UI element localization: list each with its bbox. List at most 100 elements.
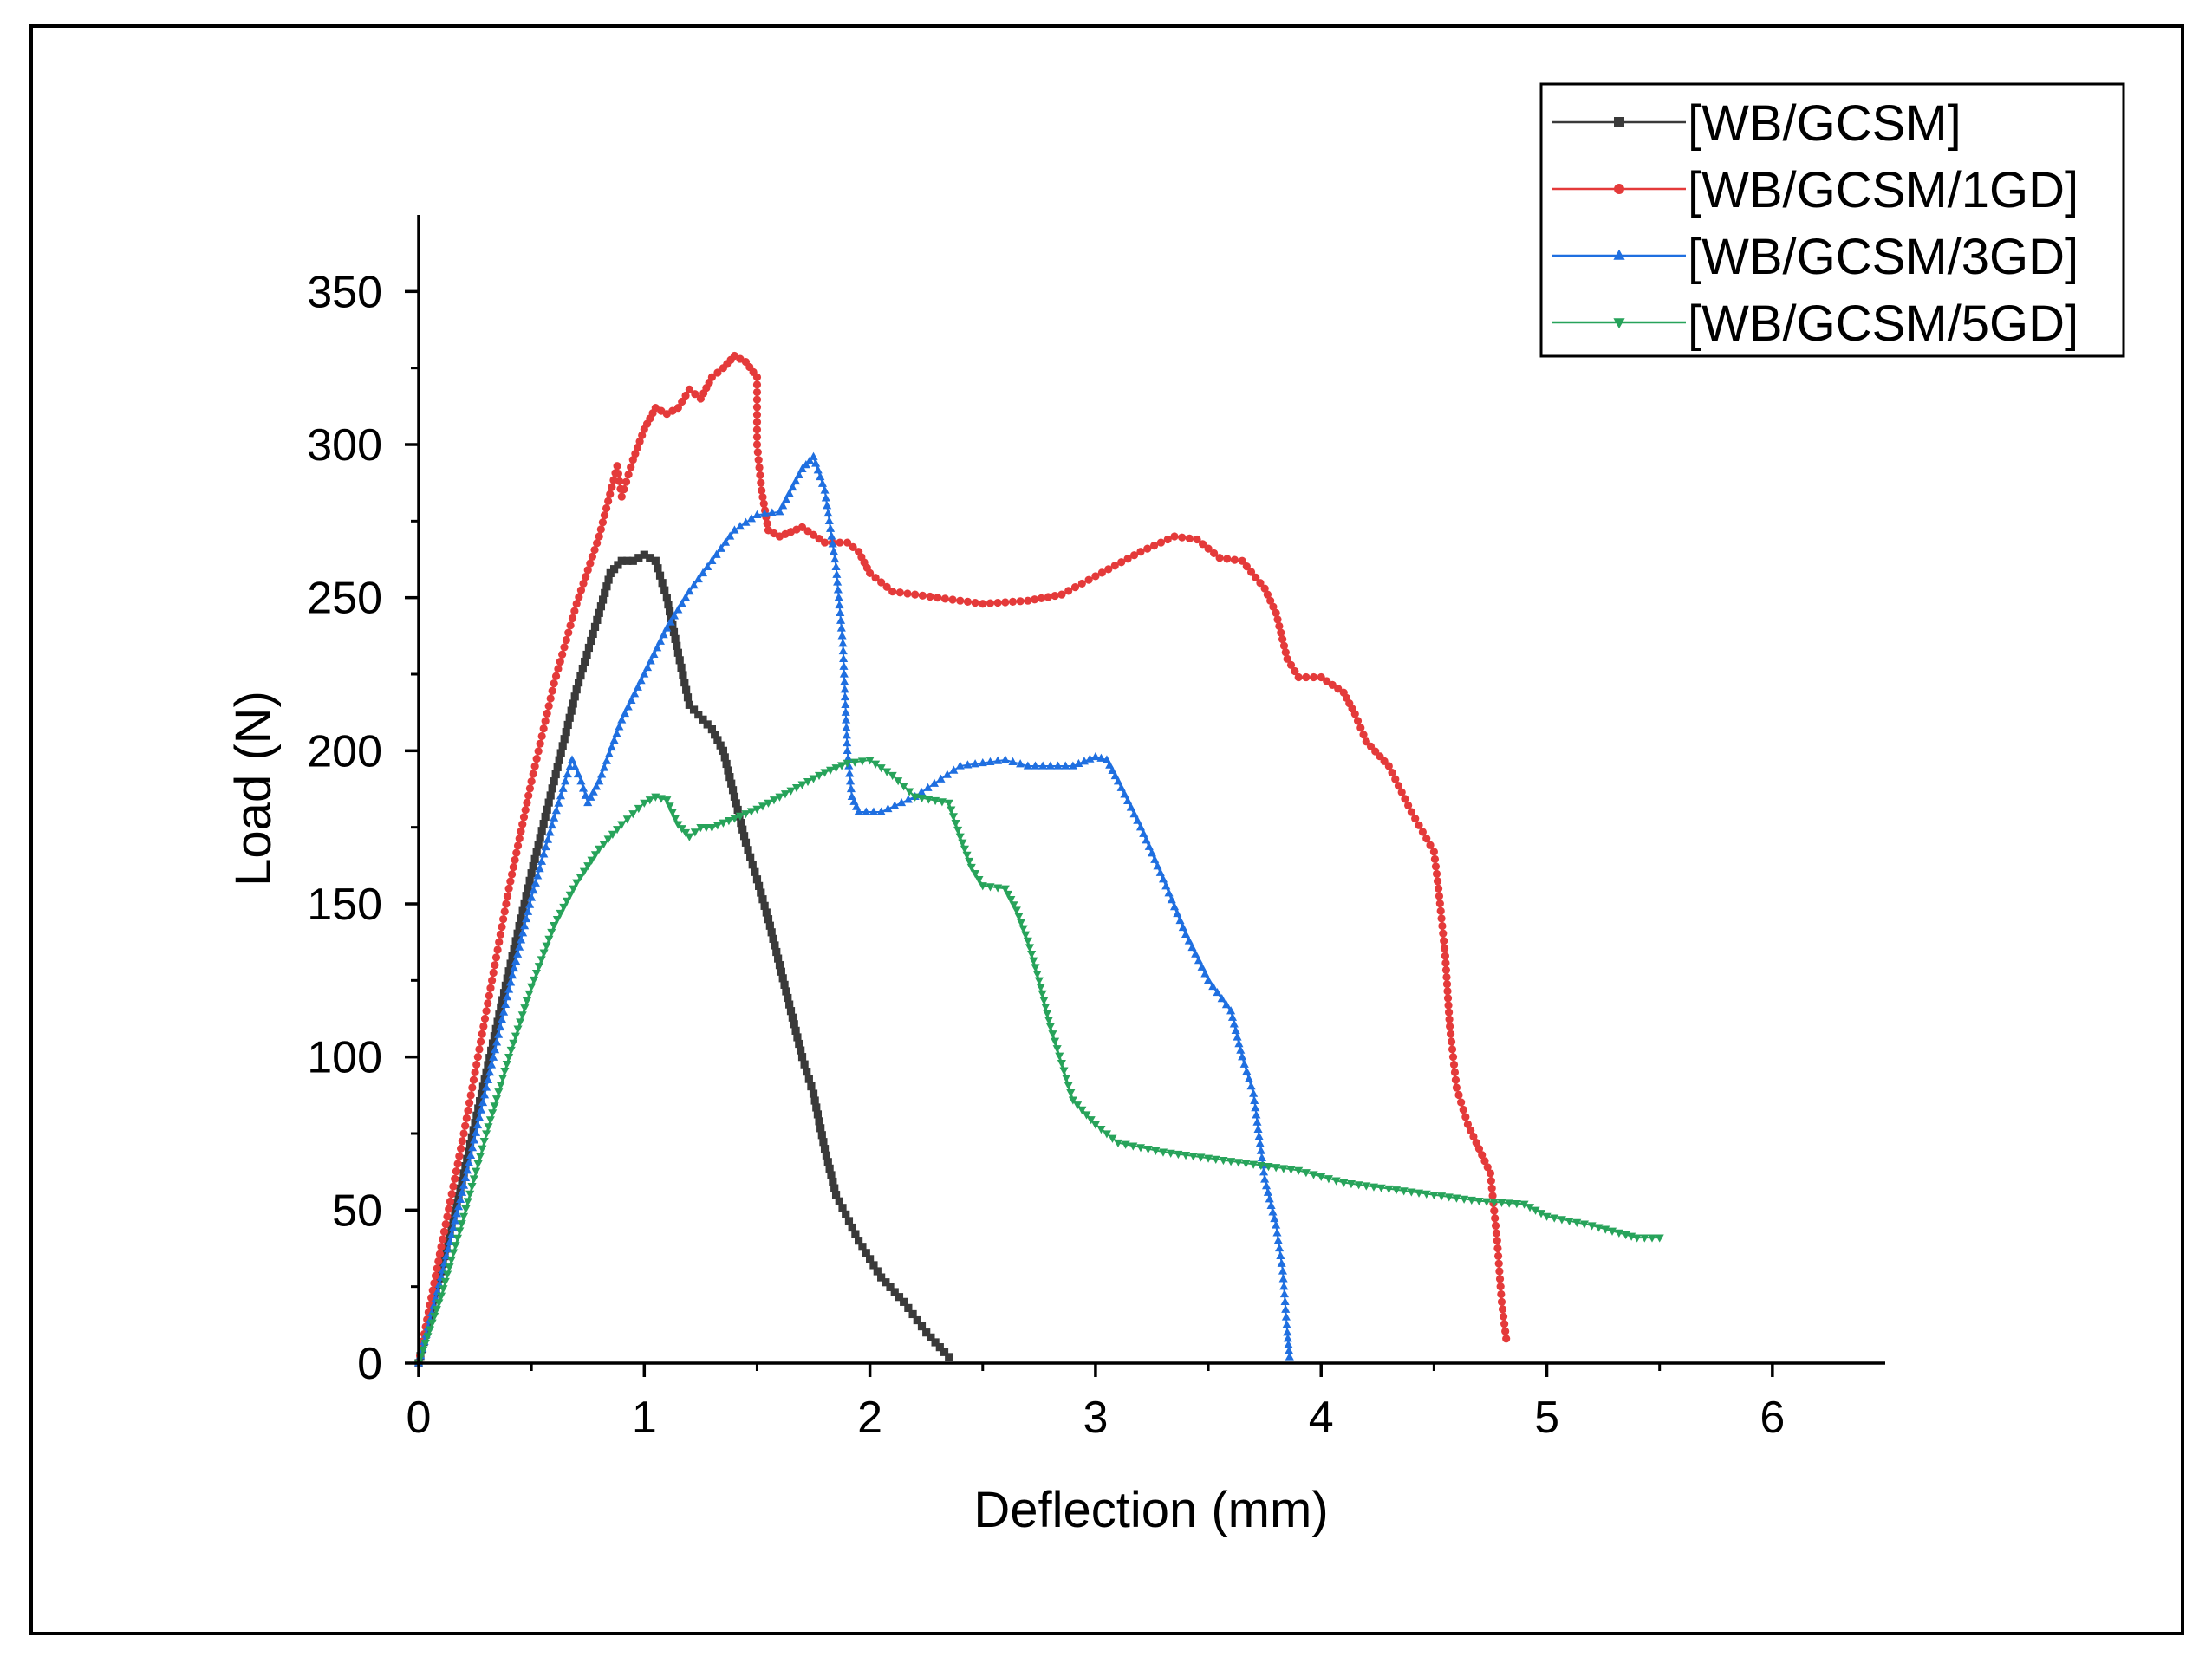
data-point [671,815,680,823]
data-point [1282,1320,1291,1328]
data-point [877,578,886,587]
data-point [1129,551,1139,560]
data-point [495,938,504,946]
data-point [741,838,751,847]
data-point [556,791,566,800]
data-point [971,598,979,607]
data-point [456,1144,465,1153]
data-point [690,828,699,837]
data-point [459,1212,469,1221]
data-point [803,1068,811,1076]
data-point [1009,901,1018,910]
data-point [1350,710,1359,718]
data-point [953,826,963,835]
data-point [1426,841,1435,849]
data-point [951,820,960,828]
data-point [917,795,927,803]
data-point [1070,583,1080,592]
data-point [1505,1199,1514,1208]
data-point [807,1082,816,1091]
data-point [500,907,509,916]
data-point [541,812,550,822]
data-point [447,1190,456,1199]
data-point [1614,1229,1623,1238]
data-point [1077,1106,1087,1114]
data-point [758,493,767,502]
data-point [775,961,784,970]
data-point [602,503,611,513]
data-point [506,978,516,986]
data-point [504,967,513,976]
data-point [1219,1156,1228,1166]
data-point [913,1315,921,1325]
data-point [677,599,686,607]
data-point [1144,841,1154,850]
data-point [449,1182,458,1191]
data-point [1272,1228,1282,1237]
data-point [1217,994,1226,1003]
data-point [934,594,942,602]
data-point [1632,1234,1642,1243]
data-point [1309,1171,1318,1179]
legend-marker [1613,249,1625,260]
data-point [434,1299,444,1308]
data-point [635,437,644,446]
data-point [1452,1194,1461,1203]
data-point [737,819,745,828]
data-point [762,908,771,917]
data-point [691,390,699,399]
data-point [1280,1296,1290,1306]
data-point [788,1013,797,1022]
data-point [513,841,523,850]
data-point [817,478,828,487]
data-point [1000,885,1010,893]
data-point [475,1045,484,1054]
data-point [993,884,1003,893]
data-point [572,879,582,887]
data-point [767,928,776,937]
data-point [752,395,762,404]
data-point [1208,981,1218,991]
data-point [451,1206,459,1216]
data-point [525,876,534,885]
data-point [1469,1132,1478,1141]
data-point [466,1150,476,1159]
data-point [662,623,672,632]
data-point [534,963,543,971]
data-point [1260,1174,1270,1183]
data-point [1284,1340,1293,1348]
data-point [598,518,608,527]
data-point [1442,972,1451,982]
data-point [599,763,609,771]
data-point [498,922,506,932]
data-point [752,380,762,389]
data-point [430,1312,439,1322]
x-tick-label: 2 [857,1393,882,1443]
data-point [1242,1067,1252,1075]
data-point [503,992,512,1001]
data-point [433,1264,441,1273]
data-point [958,839,967,848]
data-point [636,676,646,685]
data-point [820,1145,830,1153]
data-point [500,1068,510,1076]
data-point [673,648,682,657]
data-point [1285,1352,1294,1361]
data-point [1029,957,1038,965]
data-point [550,813,559,822]
data-point [677,825,686,834]
data-point [888,588,897,596]
data-point [471,1068,479,1076]
data-point [498,996,507,1004]
data-point [1286,660,1296,670]
data-point [501,999,511,1009]
data-point [445,1205,453,1213]
data-point [827,1171,836,1179]
data-point [473,1053,482,1062]
data-point [1045,1023,1055,1031]
data-point [491,961,499,970]
data-point [498,1075,508,1083]
data-point [464,1106,472,1115]
data-point [468,1083,477,1092]
y-tick-label: 200 [307,726,382,776]
